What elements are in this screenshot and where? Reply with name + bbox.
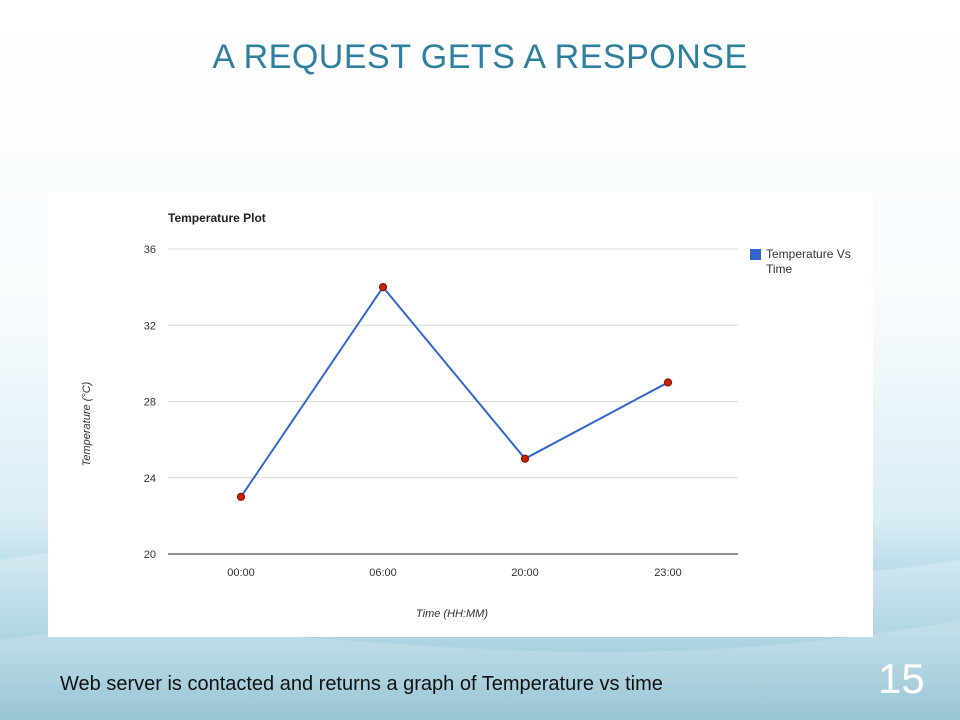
slide-caption: Web server is contacted and returns a gr…: [60, 673, 663, 695]
gridlines: [168, 248, 738, 555]
series-layer: [240, 286, 669, 498]
x-tick-label: 20:00: [511, 567, 539, 579]
y-tick-label: 28: [144, 397, 156, 409]
chart-title: Temperature Plot: [168, 211, 266, 225]
y-tick-label: 20: [144, 549, 156, 561]
legend-label: Temperature Vs Time: [766, 247, 851, 276]
data-point: [520, 454, 530, 463]
slide-title: A REQUEST GETS A RESPONSE: [212, 38, 748, 76]
y-tick-label: 24: [144, 473, 156, 485]
x-axis-label: Time (HH:MM): [416, 608, 488, 620]
series-line: [240, 286, 669, 498]
data-point: [663, 378, 673, 387]
markers: [236, 283, 673, 501]
y-axis-label: Temperature (°C): [81, 381, 93, 466]
x-tick-labels: 00:00 06:00 20:00 23:00: [227, 567, 682, 579]
x-tick-label: 00:00: [227, 567, 255, 579]
y-tick-label: 36: [144, 244, 156, 256]
temperature-chart: Temperature Plot 20 24 28 32 36 00:00 06:00 20…: [81, 211, 851, 620]
x-tick-label: 23:00: [654, 567, 682, 579]
y-tick-label: 32: [144, 320, 156, 332]
data-point: [378, 283, 388, 292]
legend-swatch: [750, 249, 761, 260]
chart-panel: Temperature Plot 20 24 28 32 36 00:00 06:00 20…: [48, 192, 873, 637]
y-tick-labels: 20 24 28 32 36: [144, 244, 156, 561]
x-tick-label: 06:00: [369, 567, 397, 579]
data-point: [236, 492, 246, 501]
legend: Temperature Vs Time: [750, 247, 851, 276]
slide-page-number: 15: [878, 655, 925, 702]
